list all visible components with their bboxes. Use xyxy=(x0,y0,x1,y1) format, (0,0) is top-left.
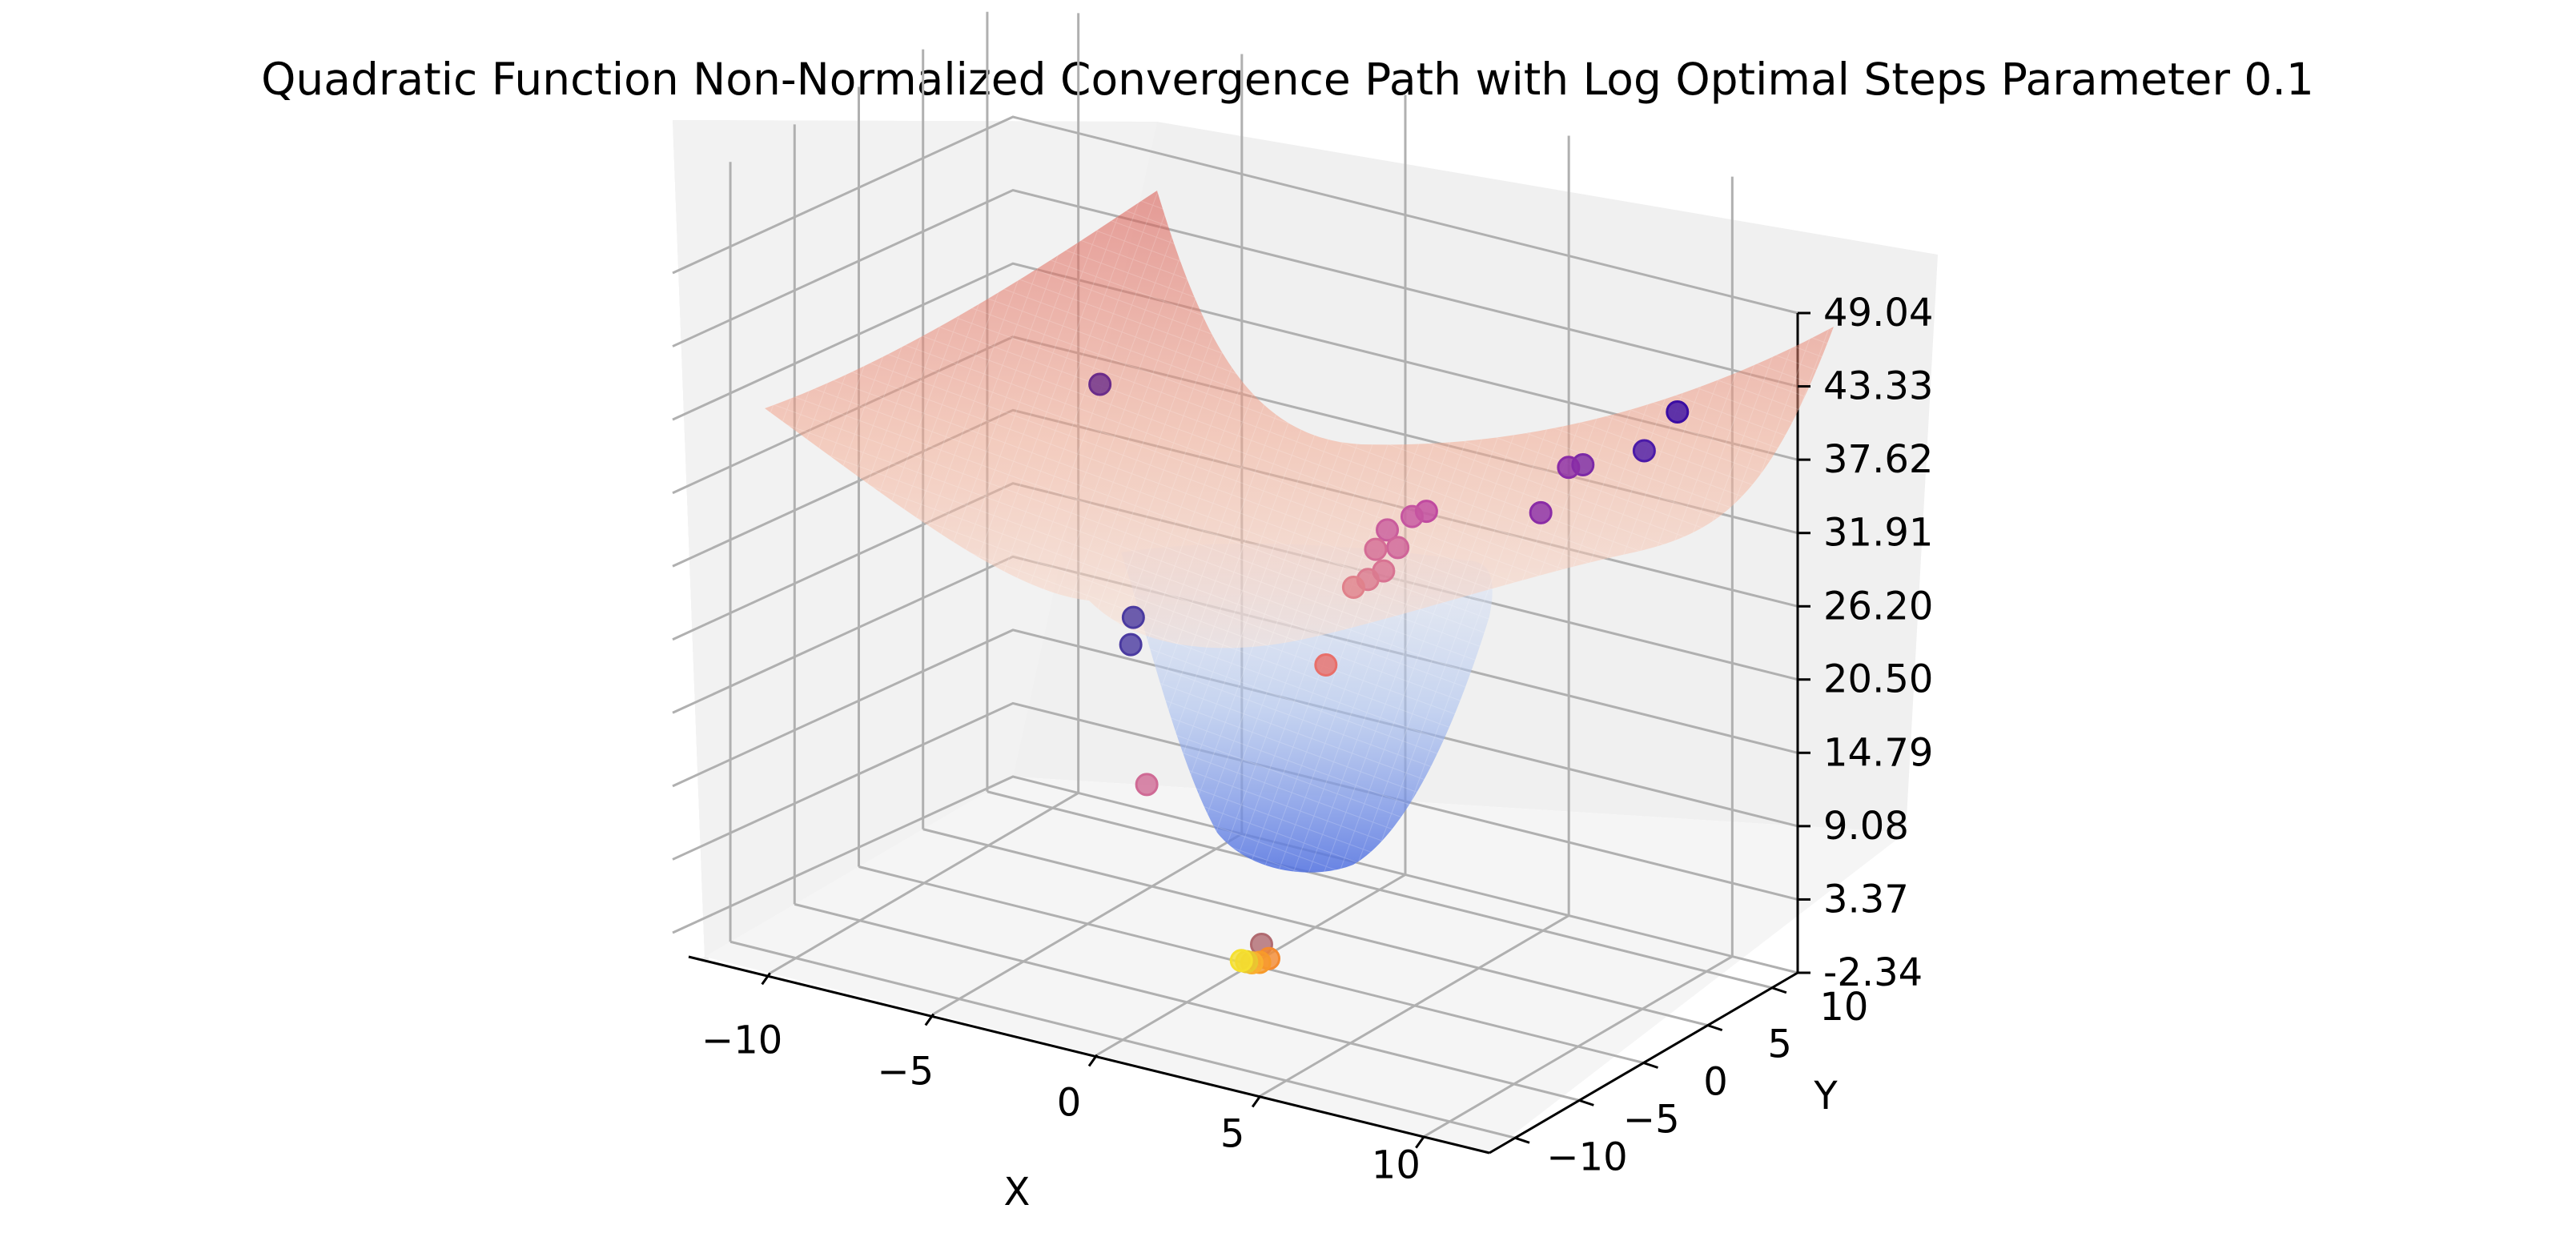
y-tick-mark xyxy=(1643,1062,1658,1069)
scatter-point xyxy=(1314,653,1338,677)
x-tick-label: −5 xyxy=(877,1049,934,1094)
x-axis-line xyxy=(688,955,1490,1155)
z-gridline xyxy=(672,188,1798,388)
z-gridline xyxy=(672,629,1798,828)
surfaces xyxy=(765,191,1834,873)
scatter-point xyxy=(1135,773,1159,797)
y-axis-label: Y xyxy=(1813,1074,1838,1118)
z-tick-label: 9.08 xyxy=(1823,804,1909,849)
floor-pane xyxy=(705,777,1906,1153)
scatter-point xyxy=(1229,949,1253,973)
scatter-point xyxy=(1121,605,1145,629)
z-tick-label: 26.20 xyxy=(1823,584,1933,629)
red-surface-mesh xyxy=(765,191,1834,649)
scatter-points xyxy=(1088,372,1690,974)
chart-title: Quadratic Function Non-Normalized Conver… xyxy=(261,54,2314,105)
scatter-point xyxy=(1088,372,1112,396)
z-gridline xyxy=(672,701,1798,901)
y-tick-mark xyxy=(1514,1136,1530,1144)
y-floor-gridline xyxy=(794,902,1580,1102)
z-tick-label: 14.79 xyxy=(1823,730,1933,775)
y-tick-mark xyxy=(1771,986,1787,994)
x-axis-label: X xyxy=(1004,1170,1031,1215)
scatter-point xyxy=(1529,500,1553,524)
x-tick-label: −10 xyxy=(701,1018,782,1062)
y-tick-label: 0 xyxy=(1703,1060,1728,1105)
y-tick-label: −5 xyxy=(1623,1097,1680,1142)
scatter-point xyxy=(1386,536,1410,560)
y-floor-gridline xyxy=(922,828,1709,1027)
x-tick-label: 5 xyxy=(1220,1112,1245,1157)
z-tick-label: 31.91 xyxy=(1823,511,1933,556)
y-tick-label: 5 xyxy=(1767,1022,1792,1067)
x-tick-mark xyxy=(1251,1094,1262,1108)
y-tick-mark xyxy=(1707,1024,1723,1032)
z-gridline xyxy=(672,775,1798,974)
scatter-point xyxy=(1376,518,1400,542)
z-tick-label: 20.50 xyxy=(1823,657,1933,702)
x-tick-mark xyxy=(924,1013,935,1026)
y-floor-gridline xyxy=(729,940,1516,1139)
scatter-point xyxy=(1666,400,1690,424)
y-floor-gridline xyxy=(987,790,1773,990)
x-tick-mark xyxy=(1087,1054,1099,1067)
scatter-point xyxy=(1119,633,1143,657)
x-tick-mark xyxy=(1415,1135,1425,1149)
scatter-point xyxy=(1364,537,1388,561)
z-gridline xyxy=(672,115,1798,315)
y-tick-label: 10 xyxy=(1819,985,1868,1030)
scatter-point xyxy=(1341,575,1365,599)
y-tick-mark xyxy=(1578,1098,1594,1106)
z-tick-label: 3.37 xyxy=(1823,877,1909,922)
z-tick-label: -2.34 xyxy=(1823,950,1923,995)
y-tick-label: −10 xyxy=(1546,1135,1627,1179)
z-gridline xyxy=(672,262,1798,461)
scatter-point xyxy=(1557,456,1581,480)
x-tick-mark xyxy=(761,972,771,986)
x-tick-label: 0 xyxy=(1057,1081,1082,1126)
z-tick-label: 43.33 xyxy=(1823,364,1933,409)
scatter-point xyxy=(1632,439,1656,463)
z-tick-label: 49.04 xyxy=(1823,291,1933,335)
x-tick-label: 10 xyxy=(1372,1143,1421,1188)
scatter-point xyxy=(1400,504,1424,528)
z-tick-label: 37.62 xyxy=(1823,437,1933,482)
